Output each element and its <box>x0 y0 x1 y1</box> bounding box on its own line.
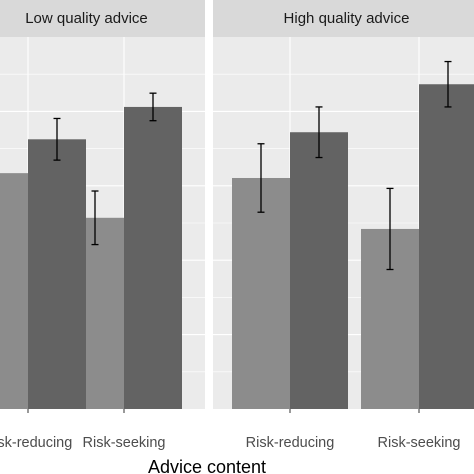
error-bar <box>53 117 61 161</box>
bar-light-risk-reducing <box>232 177 290 409</box>
x-tick-label: Risk-reducing <box>0 435 72 451</box>
error-bar <box>257 143 265 213</box>
x-tick-label: Risk-seeking <box>378 435 461 451</box>
facet-strip <box>213 0 474 37</box>
facet-strip <box>0 0 205 37</box>
facet-title: High quality advice <box>284 10 410 27</box>
error-bar <box>444 60 452 108</box>
bar-dark-risk-reducing <box>290 132 348 409</box>
x-tick-label: Risk-reducing <box>246 435 335 451</box>
error-bar <box>386 187 394 271</box>
error-bar <box>149 92 157 122</box>
x-axis-title: Advice content <box>148 457 266 474</box>
x-tick-label: Risk-seeking <box>83 435 166 451</box>
facet-panel-1: Low quality advice Risk-reducing Risk-seek… <box>0 0 205 451</box>
bar-dark-risk-reducing <box>28 139 86 410</box>
error-bar <box>91 190 99 246</box>
bar-light-risk-reducing <box>0 173 28 409</box>
error-bar <box>315 106 323 159</box>
bar-dark-risk-seeking <box>124 106 182 409</box>
facet-title: Low quality advice <box>25 10 148 27</box>
facet-panel-2: High quality advice Risk-reducing Risk-see… <box>213 0 474 451</box>
bar-dark-risk-seeking <box>419 84 474 409</box>
